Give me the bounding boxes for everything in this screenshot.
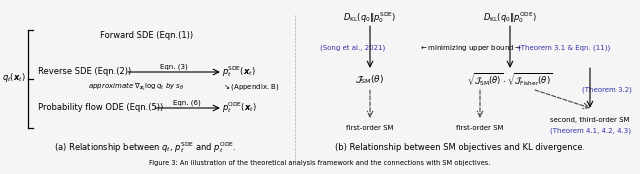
Text: Probability flow ODE (Eqn.(5)): Probability flow ODE (Eqn.(5)) bbox=[38, 104, 163, 113]
Text: Forward SDE (Eqn.(1)): Forward SDE (Eqn.(1)) bbox=[100, 30, 193, 39]
Text: Eqn. (6): Eqn. (6) bbox=[173, 100, 201, 106]
Text: Reverse SDE (Eqn.(2)): Reverse SDE (Eqn.(2)) bbox=[38, 68, 131, 77]
Text: (Theorem 3.1 & Eqn. (11)): (Theorem 3.1 & Eqn. (11)) bbox=[518, 45, 610, 51]
Text: first-order SM: first-order SM bbox=[346, 125, 394, 131]
Text: $D_{\mathrm{KL}}(q_0 \| p_0^{\mathrm{ODE}})$: $D_{\mathrm{KL}}(q_0 \| p_0^{\mathrm{ODE… bbox=[483, 11, 537, 25]
Text: Eqn. (3): Eqn. (3) bbox=[160, 64, 188, 70]
Text: (Theorem 4.1, 4.2, 4.3): (Theorem 4.1, 4.2, 4.3) bbox=[550, 128, 630, 134]
Text: $q_t(\boldsymbol{x}_t)$: $q_t(\boldsymbol{x}_t)$ bbox=[2, 72, 26, 85]
Text: (a) Relationship between $q_t$, $p_t^{\mathrm{SDE}}$ and $p_t^{\mathrm{ODE}}$.: (a) Relationship between $q_t$, $p_t^{\m… bbox=[54, 141, 236, 155]
Text: $p_t^{\mathrm{ODE}}(\boldsymbol{x}_t)$: $p_t^{\mathrm{ODE}}(\boldsymbol{x}_t)$ bbox=[222, 101, 257, 116]
Text: $\leftarrow$minimizing upper bound$\rightarrow$: $\leftarrow$minimizing upper bound$\righ… bbox=[419, 43, 522, 53]
Text: (Theorem 3.2): (Theorem 3.2) bbox=[582, 87, 632, 93]
Text: Figure 3: An illustration of the theoretical analysis framework and the connecti: Figure 3: An illustration of the theoret… bbox=[149, 160, 491, 166]
Text: second, third-order SM: second, third-order SM bbox=[550, 117, 630, 123]
Text: $p_t^{\mathrm{SDE}}(\boldsymbol{x}_t)$: $p_t^{\mathrm{SDE}}(\boldsymbol{x}_t)$ bbox=[222, 65, 256, 80]
Text: first-order SM: first-order SM bbox=[456, 125, 504, 131]
Text: (b) Relationship between SM objectives and KL divergence.: (b) Relationship between SM objectives a… bbox=[335, 144, 585, 152]
Text: (Song et al., 2021): (Song et al., 2021) bbox=[320, 45, 385, 51]
Text: $D_{\mathrm{KL}}(q_0 \| p_0^{\mathrm{SDE}})$: $D_{\mathrm{KL}}(q_0 \| p_0^{\mathrm{SDE… bbox=[344, 11, 397, 25]
Text: $\mathcal{J}_{\mathrm{SM}}(\theta)$: $\mathcal{J}_{\mathrm{SM}}(\theta)$ bbox=[355, 74, 385, 86]
Text: approximate $\nabla_{\boldsymbol{x}_t}\log q_t$ by $s_\theta$: approximate $\nabla_{\boldsymbol{x}_t}\l… bbox=[88, 81, 184, 93]
Text: $\searrow$(Appendix. B): $\searrow$(Appendix. B) bbox=[222, 82, 280, 92]
Text: $\sqrt{\mathcal{J}_{\mathrm{SM}}(\theta)} \cdot \sqrt{\mathcal{J}_{\mathrm{Fishe: $\sqrt{\mathcal{J}_{\mathrm{SM}}(\theta)… bbox=[467, 72, 553, 88]
